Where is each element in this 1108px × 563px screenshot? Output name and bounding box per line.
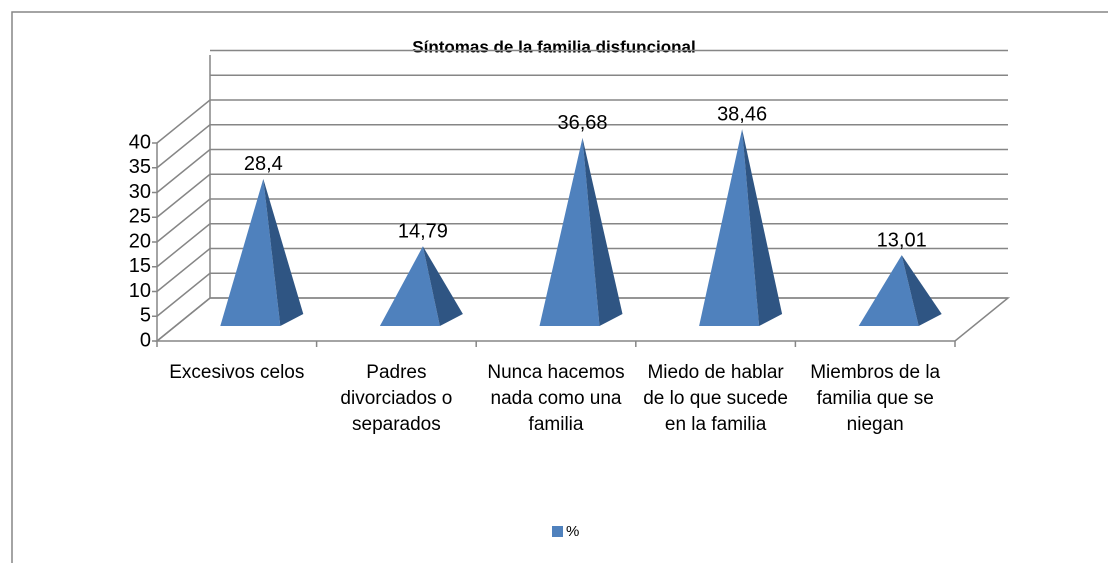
y-tick-label: 20: [129, 230, 151, 252]
chart-title: Síntomas de la familia disfuncional: [412, 37, 695, 56]
y-tick-label: 30: [129, 181, 151, 203]
x-tick-label: Miedo de hablar de lo que sucede en la f…: [643, 362, 788, 435]
data-label: 28,4: [244, 153, 283, 175]
grid-line: [156, 99, 1008, 144]
data-label: 13,01: [877, 229, 927, 251]
chart-border: [11, 11, 1108, 563]
legend-swatch: [552, 526, 563, 537]
legend-label: %: [566, 523, 579, 540]
data-label: 14,79: [398, 221, 448, 243]
data-label: 38,46: [717, 103, 767, 125]
pyramid-front: [539, 137, 600, 326]
x-tick-label: Miembros de la familia que se niegan: [810, 362, 941, 435]
data-label: 36,68: [557, 112, 607, 134]
y-tick-label: 25: [129, 206, 151, 228]
x-tick-label: Excesivos celos: [169, 362, 305, 383]
y-tick-label: 15: [129, 255, 151, 277]
pyramid-front: [220, 178, 281, 326]
y-tick-label: 40: [129, 131, 151, 153]
pyramid-front: [699, 129, 760, 326]
y-tick-label: 35: [129, 156, 151, 178]
pyramid-side: [422, 246, 463, 326]
y-tick-label: 5: [140, 305, 151, 327]
pyramid-side: [742, 129, 783, 326]
pyramid-side: [263, 178, 304, 326]
y-tick-label: 0: [140, 329, 151, 351]
x-tick-label: Nunca hacemos nada como una familia: [487, 362, 625, 435]
x-tick-label: Padres divorciados o separados: [340, 362, 453, 435]
pyramid-front: [379, 246, 440, 326]
grid-line: [156, 124, 1008, 169]
pyramid-front: [858, 255, 919, 326]
pyramid-side: [901, 255, 942, 326]
pyramid-side: [582, 137, 623, 326]
y-tick-label: 10: [129, 280, 151, 302]
